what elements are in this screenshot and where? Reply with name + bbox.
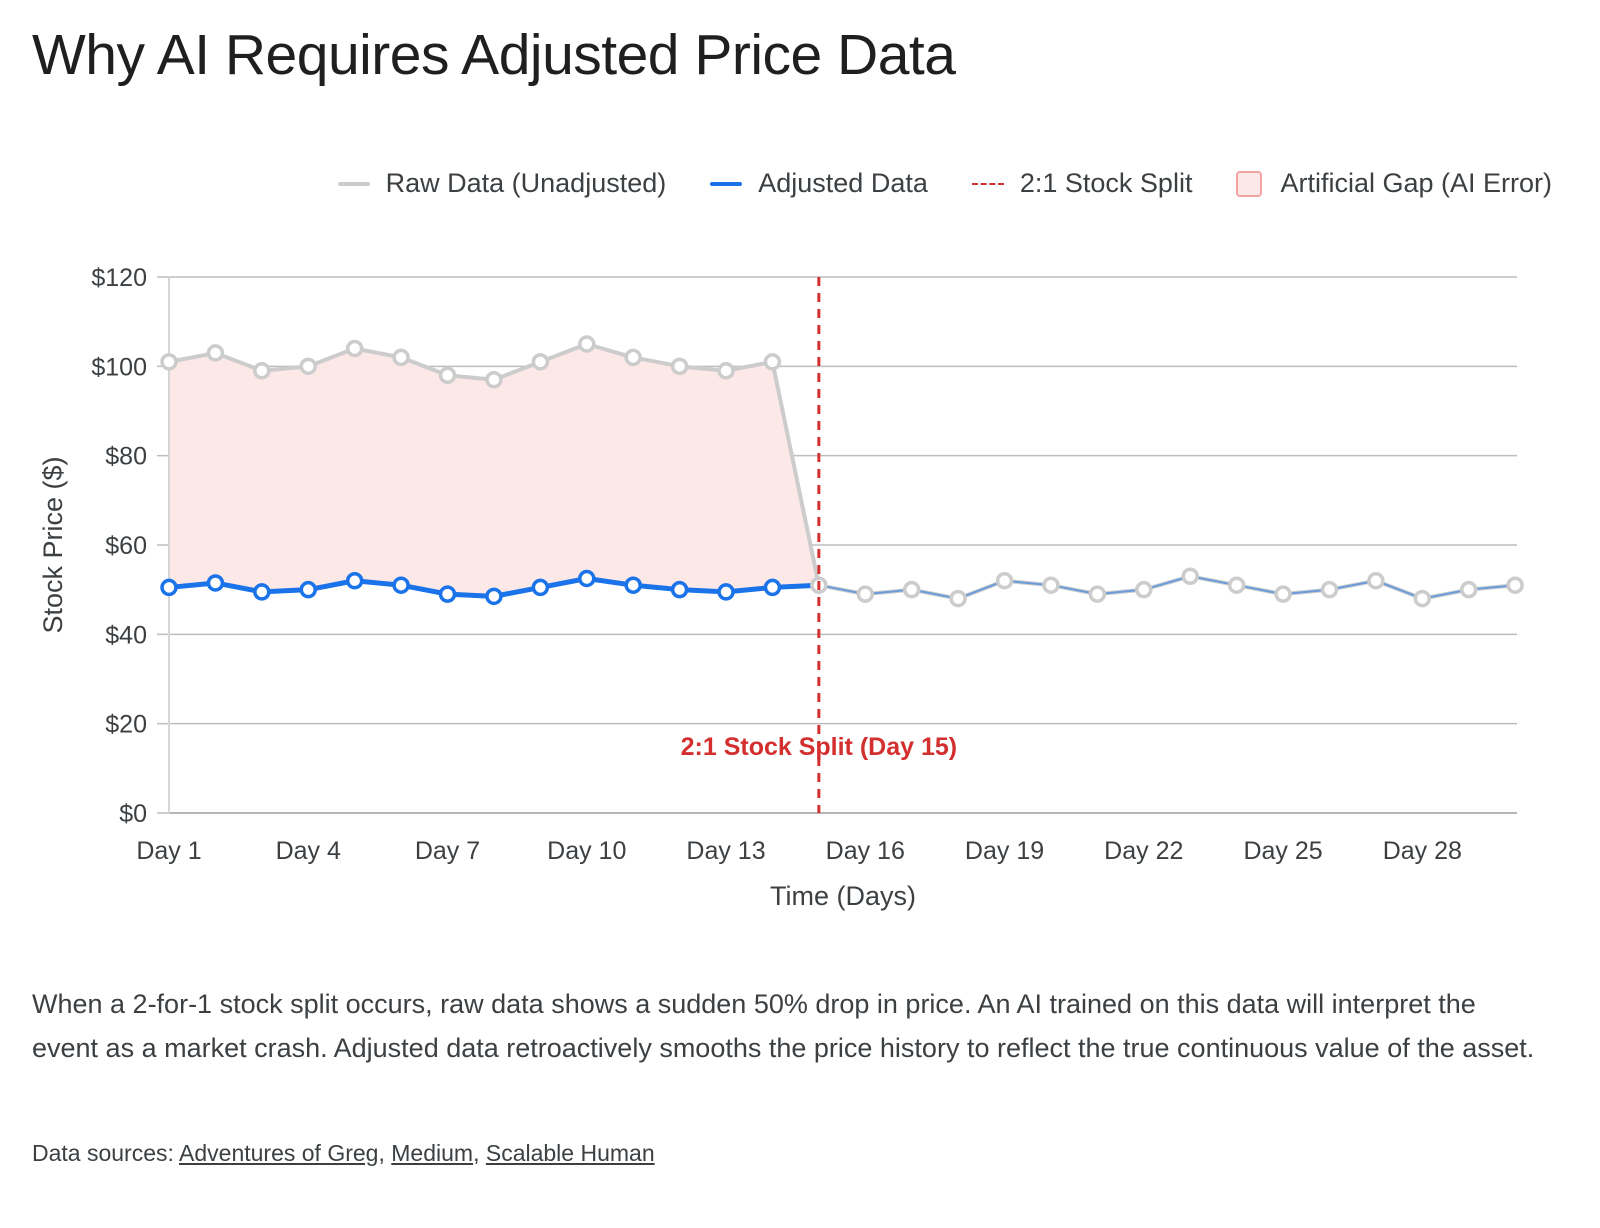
raw-point: [253, 362, 271, 380]
adjusted-series: [160, 567, 1524, 608]
raw-point: [206, 344, 225, 362]
raw-point: [1413, 589, 1432, 608]
x-tick-label: Day 16: [826, 837, 905, 865]
raw-point: [485, 370, 503, 389]
x-tick-label: Day 28: [1383, 837, 1462, 865]
raw-point: [345, 339, 364, 358]
y-axis-title: Stock Price ($): [38, 456, 68, 633]
legend-swatch-raw: [337, 181, 370, 186]
raw-point: [1367, 571, 1385, 590]
adjusted-point: [578, 569, 596, 588]
x-tick-label: Day 7: [415, 837, 480, 865]
raw-point: [717, 362, 735, 380]
line-chart: $0 $20 $40 $60 $80 $100 $120 Day 1 Day 4 Day 7 Day…: [38, 264, 1524, 911]
raw-point: [1088, 585, 1107, 603]
y-tick-label: $0: [119, 800, 147, 828]
raw-point: [1042, 576, 1060, 594]
artificial-gap-fill: [169, 344, 819, 597]
legend-swatch-adjusted: [710, 181, 743, 186]
raw-point: [1274, 585, 1292, 603]
artificial-gap-area: [169, 344, 819, 597]
legend-item-raw[interactable]: Raw Data (Unadjusted): [337, 168, 667, 199]
axis-labels: $0 $20 $40 $60 $80 $100 $120 Day 1 Day 4 Day 7 Day…: [91, 264, 1462, 865]
raw-point: [1506, 576, 1524, 594]
x-tick-label: Day 4: [276, 837, 341, 865]
adjusted-point: [392, 576, 410, 594]
legend-label-split: 2:1 Stock Split: [1019, 168, 1193, 198]
raw-point: [670, 357, 689, 376]
adjusted-point: [206, 574, 225, 592]
raw-point: [160, 353, 178, 371]
raw-point: [1227, 576, 1246, 594]
y-tick-label: $80: [105, 443, 147, 471]
raw-point: [1135, 580, 1153, 599]
x-tick-label: Day 1: [136, 837, 201, 865]
adjusted-point: [670, 580, 689, 599]
legend-label-adjusted: Adjusted Data: [758, 168, 928, 198]
data-sources: Data sources: Adventures of Greg, Medium…: [32, 1140, 655, 1166]
raw-point: [531, 353, 550, 371]
raw-point: [1181, 567, 1199, 586]
adjusted-point: [531, 578, 550, 597]
raw-point: [902, 580, 921, 599]
raw-point: [995, 571, 1014, 590]
adjusted-point: [160, 578, 178, 597]
adjusted-point: [763, 578, 782, 597]
source-link-scalable-human[interactable]: Scalable Human: [485, 1140, 655, 1166]
raw-point: [438, 366, 457, 385]
raw-point: [763, 353, 782, 371]
legend-item-split[interactable]: 2:1 Stock Split: [971, 168, 1193, 199]
legend-item-adjusted[interactable]: Adjusted Data: [710, 168, 928, 199]
raw-point: [1459, 580, 1478, 599]
raw-point: [1320, 580, 1339, 599]
chart-legend: Raw Data (Unadjusted) Adjusted Data 2:1 …: [337, 168, 1552, 199]
adjusted-point: [485, 587, 503, 606]
x-tick-label: Day 10: [547, 837, 626, 865]
adjusted-point: [253, 583, 271, 601]
raw-point: [949, 589, 967, 608]
split-annotation: 2:1 Stock Split (Day 15): [681, 733, 957, 761]
x-tick-label: Day 22: [1104, 837, 1183, 865]
raw-point: [578, 335, 596, 353]
raw-point: [392, 348, 410, 367]
raw-point: [299, 357, 318, 376]
source-link-medium[interactable]: Medium: [391, 1140, 474, 1166]
legend-swatch-gap: [1236, 170, 1263, 197]
legend-label-gap: Artificial Gap (AI Error): [1280, 168, 1552, 198]
adjusted-series-line-post-split: [818, 575, 1516, 600]
legend-swatch-split: [971, 182, 1004, 185]
sources-label: Data sources:: [32, 1140, 174, 1166]
source-link-adventures-of-greg[interactable]: Adventures of Greg: [179, 1140, 379, 1166]
x-tick-label: Day 13: [686, 837, 765, 865]
y-tick-label: $100: [91, 353, 147, 381]
legend-label-raw: Raw Data (Unadjusted): [385, 168, 667, 198]
y-tick-label: $60: [105, 532, 147, 560]
raw-point: [624, 348, 642, 367]
x-axis-title: Time (Days): [770, 881, 916, 911]
x-tick-label: Day 19: [965, 837, 1044, 865]
adjusted-point: [717, 583, 735, 601]
x-tick-label: Day 25: [1243, 837, 1322, 865]
chart-caption: When a 2-for-1 stock split occurs, raw d…: [32, 989, 1535, 1063]
y-tick-label: $120: [91, 264, 147, 292]
adjusted-point: [438, 585, 457, 603]
raw-point: [856, 585, 875, 603]
chart-title: Why AI Requires Adjusted Price Data: [32, 23, 956, 87]
y-tick-label: $20: [105, 711, 147, 739]
adjusted-point: [299, 580, 318, 599]
adjusted-point: [345, 571, 364, 590]
legend-item-gap[interactable]: Artificial Gap (AI Error): [1236, 168, 1552, 199]
y-tick-label: $40: [105, 621, 147, 649]
adjusted-point: [624, 576, 642, 594]
